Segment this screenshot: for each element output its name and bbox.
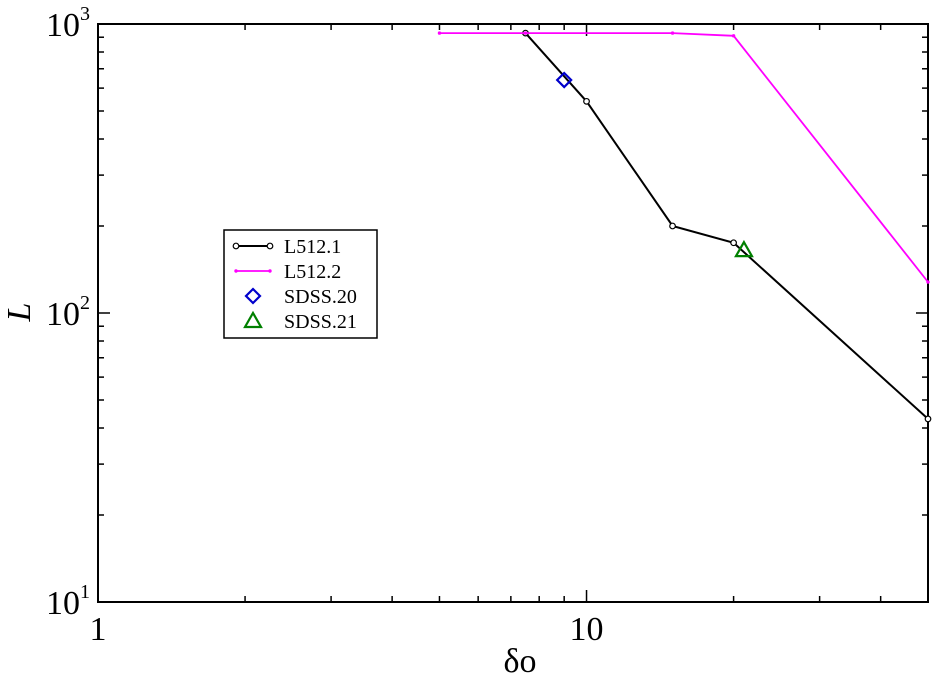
legend-label: L512.2 [284, 261, 341, 283]
data-point [670, 31, 675, 35]
data-point [734, 239, 754, 258]
axis-ticks [97, 23, 929, 603]
legend-label: L512.1 [284, 236, 341, 258]
x-tick-label: 1 [90, 611, 107, 648]
data-point [730, 239, 737, 247]
legend-items: L512.1 L512.2 SDSS.20 SDSS.21 [232, 236, 357, 333]
data-point [523, 31, 528, 35]
data-point [555, 71, 573, 89]
legend-marker [234, 269, 238, 273]
y-tick-label: 101 [46, 581, 90, 622]
tick-labels: 1 10 101 102 103 [46, 3, 604, 648]
x-tick-label: 10 [570, 611, 604, 648]
legend-label: SDSS.21 [284, 311, 357, 333]
series-line [524, 32, 929, 420]
legend-marker [232, 242, 240, 250]
legend-item: L512.1 [232, 236, 341, 258]
y-tick-label: 103 [46, 3, 90, 44]
legend-marker [243, 310, 263, 329]
series-layer [437, 29, 932, 423]
legend-item: SDSS.20 [244, 286, 357, 308]
y-axis-label: L [1, 303, 38, 323]
data-point [669, 222, 676, 230]
legend-item: SDSS.21 [243, 310, 357, 333]
data-point [583, 97, 590, 105]
y-tick-label: 102 [46, 292, 90, 333]
data-point [926, 280, 930, 284]
series-SDSS.21 [734, 239, 754, 258]
legend-marker [244, 287, 262, 305]
legend: L512.1 L512.2 SDSS.20 SDSS.21 [223, 229, 378, 339]
series-SDSS.20 [555, 71, 573, 89]
data-point [924, 415, 932, 423]
plot-frame [97, 23, 929, 603]
x-axis-label: δo [503, 643, 536, 679]
legend-item: L512.2 [234, 261, 341, 283]
data-point [731, 34, 736, 38]
series-line [439, 32, 929, 283]
legend-label: SDSS.20 [284, 286, 357, 308]
legend-marker [266, 242, 274, 250]
series-L512.2 [437, 31, 930, 284]
legend-marker [268, 269, 272, 273]
series-L512.1 [522, 29, 932, 423]
data-point [437, 31, 442, 35]
